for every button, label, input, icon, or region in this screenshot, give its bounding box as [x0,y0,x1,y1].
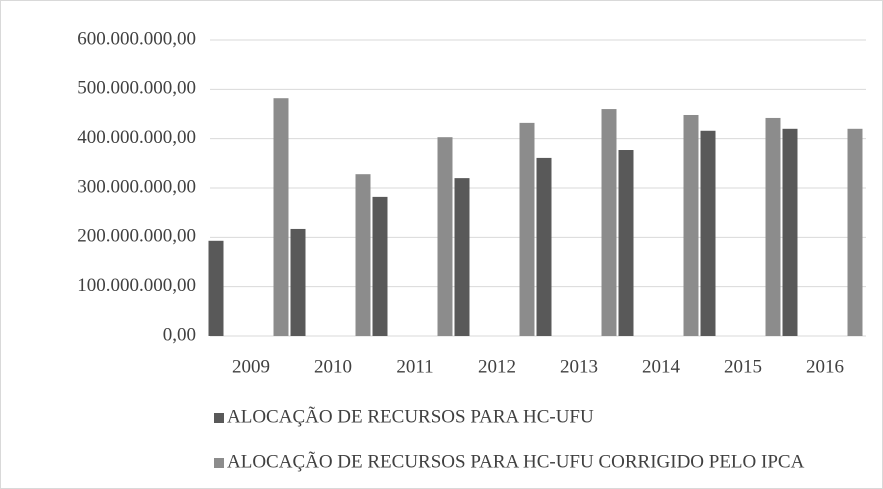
x-tick-label: 2016 [806,356,844,377]
bar [601,109,617,336]
bar [618,150,634,336]
y-tick-label: 200.000.000,00 [77,226,196,247]
legend-label: ALOCAÇÃO DE RECURSOS PARA HC-UFU CORRIGI… [227,450,805,472]
y-tick-label: 400.000.000,00 [77,127,196,148]
bar [355,174,371,336]
legend-swatch [214,413,224,423]
legend-swatch [214,458,224,468]
bar [536,157,552,336]
y-tick-label: 100.000.000,00 [77,275,196,296]
y-tick-label: 0,00 [163,324,196,345]
x-tick-label: 2014 [642,356,681,377]
x-tick-label: 2013 [560,356,598,377]
bar [454,178,470,336]
bar [700,130,716,336]
x-tick-label: 2011 [396,356,433,377]
bar [208,240,224,336]
bar [782,128,798,336]
x-tick-label: 2012 [478,356,516,377]
bar [437,137,453,336]
legend-label: ALOCAÇÃO DE RECURSOS PARA HC-UFU [227,405,594,427]
x-tick-label: 2015 [724,356,762,377]
y-tick-label: 600.000.000,00 [77,28,196,49]
bar [847,128,863,336]
y-tick-label: 500.000.000,00 [77,78,196,99]
y-tick-label: 300.000.000,00 [77,176,196,197]
bar [372,196,388,336]
bar [519,122,535,336]
bar [290,228,306,336]
x-tick-label: 2010 [314,356,352,377]
x-tick-label: 2009 [232,356,270,377]
bar [683,114,699,336]
bar [765,117,781,337]
bar [273,98,289,336]
